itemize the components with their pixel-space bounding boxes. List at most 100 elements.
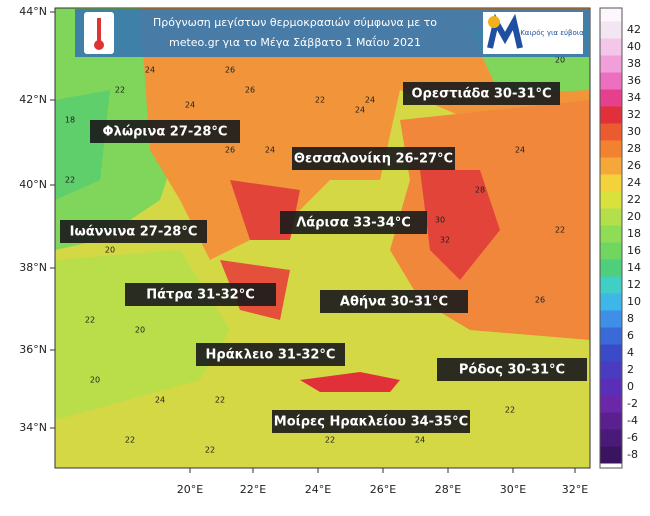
legend-tick-label: 8 <box>627 312 634 325</box>
lon-tick-label: 20°E <box>177 483 203 496</box>
city-label-box <box>272 410 470 433</box>
legend-tick-label: 0 <box>627 380 634 393</box>
legend-swatch <box>600 293 622 311</box>
contour-label: 22 <box>215 396 225 405</box>
contour-label: 24 <box>515 146 525 155</box>
legend-tick-label: 36 <box>627 74 641 87</box>
legend-tick-label: 24 <box>627 176 641 189</box>
legend-frame <box>599 7 623 469</box>
city-label-box <box>280 211 427 234</box>
contour-label: 24 <box>145 66 155 75</box>
legend-swatch <box>600 446 622 464</box>
legend-tick-label: 28 <box>627 142 641 155</box>
legend-tick-label: 2 <box>627 363 634 376</box>
city-label: Ιωάννινα 27-28°C <box>70 225 198 240</box>
lon-tick-label: 28°E <box>435 483 461 496</box>
legend-swatch <box>600 361 622 379</box>
legend-swatch <box>600 123 622 141</box>
contour-label: 22 <box>85 316 95 325</box>
legend-swatch <box>600 157 622 175</box>
land-west <box>55 90 110 200</box>
contour-label: 26 <box>245 86 255 95</box>
legend-tick-label: 30 <box>627 125 641 138</box>
city-label-box <box>196 343 345 366</box>
logo-text: Καιρός για εύβοια <box>520 29 584 37</box>
legend-tick-label: 20 <box>627 210 641 223</box>
legend-tick-label: 4 <box>627 346 634 359</box>
contour-label: 24 <box>365 96 375 105</box>
city-label-box <box>60 220 207 243</box>
lat-tick-label: 34°N <box>19 421 47 434</box>
map-frame <box>54 7 591 469</box>
logo-mark <box>487 13 523 49</box>
contour-label: 24 <box>185 101 195 110</box>
legend-swatch <box>600 208 622 226</box>
city-label: Αθήνα 30-31°C <box>340 295 448 310</box>
lon-tick-label: 26°E <box>370 483 396 496</box>
legend-swatch <box>600 38 622 56</box>
legend-tick-label: 10 <box>627 295 641 308</box>
contour-label: 24 <box>155 396 165 405</box>
contour-label: 28 <box>475 186 485 195</box>
contour-label: 24 <box>355 106 365 115</box>
legend-tick-label: 12 <box>627 278 641 291</box>
legend-swatch <box>600 191 622 209</box>
legend-tick-label: 34 <box>627 91 641 104</box>
contour-label: 20 <box>90 376 100 385</box>
contour-label: 30 <box>435 216 445 225</box>
legend-tick-label: 42 <box>627 23 641 36</box>
contour-label: 26 <box>225 146 235 155</box>
legend-swatch <box>600 55 622 73</box>
title-line: Πρόγνωση μεγίστων θερμοκρασιών σύμφωνα μ… <box>153 16 437 29</box>
legend-swatch <box>600 395 622 413</box>
legend-swatch <box>600 259 622 277</box>
lat-tick-label: 42°N <box>19 93 47 106</box>
city-label-box <box>90 120 240 143</box>
logo-sun <box>488 16 500 28</box>
contour-label: 20 <box>105 246 115 255</box>
contour-label: 22 <box>315 96 325 105</box>
legend-tick-label: 38 <box>627 57 641 70</box>
legend-swatch <box>600 378 622 396</box>
contour-label: 18 <box>65 116 75 125</box>
contour-label: 24 <box>415 436 425 445</box>
contour-label: 22 <box>125 436 135 445</box>
legend-top <box>600 8 622 22</box>
hot-spot <box>420 170 500 280</box>
contour-label: 22 <box>65 176 75 185</box>
legend-swatch <box>600 106 622 124</box>
city-label: Φλώρινα 27-28°C <box>103 125 228 140</box>
contour-label: 22 <box>505 406 515 415</box>
contour-label: 26 <box>225 66 235 75</box>
lat-tick-label: 36°N <box>19 343 47 356</box>
contour-label: 22 <box>555 226 565 235</box>
contour-label: 32 <box>440 236 450 245</box>
city-label: Μοίρες Ηρακλείου 34-35°C <box>274 415 468 430</box>
city-label-box <box>403 82 560 105</box>
contour-label: 22 <box>205 446 215 455</box>
city-label-box <box>320 290 468 313</box>
legend-swatch <box>600 412 622 430</box>
contour-label: 24 <box>265 146 275 155</box>
contour-label: 20 <box>555 56 565 65</box>
legend-swatch <box>600 310 622 328</box>
legend-swatch <box>600 327 622 345</box>
legend-tick-label: 26 <box>627 159 641 172</box>
legend-tick-label: -8 <box>627 448 638 461</box>
legend-swatch <box>600 429 622 447</box>
city-label-box <box>437 358 587 381</box>
legend-swatch <box>600 174 622 192</box>
legend-swatch <box>600 21 622 39</box>
lon-tick-label: 22°E <box>240 483 266 496</box>
legend-tick-label: -2 <box>627 397 638 410</box>
thermometer-bulb <box>94 40 104 50</box>
lon-tick-label: 32°E <box>562 483 588 496</box>
city-label-box <box>125 283 276 306</box>
legend-swatch <box>600 72 622 90</box>
city-label: Ηράκλειο 31-32°C <box>206 348 336 363</box>
legend-swatch <box>600 225 622 243</box>
city-label: Ρόδος 30-31°C <box>459 363 565 378</box>
city-label: Λάρισα 33-34°C <box>296 216 411 231</box>
lon-tick-label: 24°E <box>305 483 331 496</box>
